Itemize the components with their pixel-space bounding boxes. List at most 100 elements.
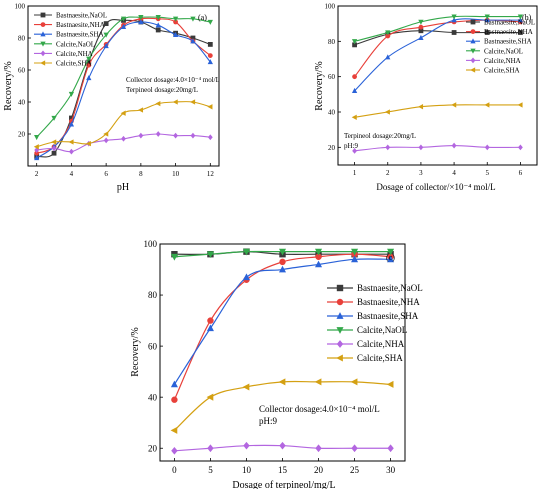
panel-c-series-2-point <box>242 273 250 281</box>
panel-a-series-3-point <box>86 56 92 62</box>
panel-a-legend-marker-1 <box>40 22 46 27</box>
panel-b: 1 2 3 4 5 6 20 40 60 80 100 (b) Dosage of collecto… <box>314 2 538 192</box>
panel-c-series-5-point <box>206 393 214 401</box>
panel-c-series <box>170 248 395 455</box>
panel-a-xlabel: pH <box>117 182 129 193</box>
panel-b-series-5-point <box>451 102 457 108</box>
panel-c-legend-label-1: Bastnaesite,NHA <box>357 297 420 307</box>
panel-a-series-4-point <box>51 145 57 152</box>
panel-b-series-2-point <box>385 54 391 60</box>
panel-b-series-4-point <box>518 144 523 151</box>
panel-a-annotation-line-2: Terpineol dosage:20mg/L <box>126 86 198 94</box>
panel-b-x-tick-label: 6 <box>519 169 523 177</box>
panel-b-legend-label-5: Calcite,SHA <box>484 66 520 74</box>
panel-b-y-tick-label: 60 <box>328 73 336 81</box>
panel-b-legend-marker-2 <box>470 38 476 44</box>
panel-b-series-3-point <box>385 30 391 36</box>
panel-c-legend: Bastnaesite,NaOL Bastnaesite,NHA Bastnaesi… <box>327 283 423 363</box>
panel-a-annotation-line-1: Collector dosage:4.0×10⁻⁴ mol/L <box>126 76 220 84</box>
panel-a-series-3-point <box>155 15 161 21</box>
panel-b-series-5-point <box>418 104 424 110</box>
panel-c-series-1-point <box>315 253 322 260</box>
panel-c-series-4-point <box>387 444 394 453</box>
panel-b-legend: Bastnaesite,NaOL Bastnaesite,NHA Bastnaesi… <box>466 18 535 74</box>
panel-a-series-4-point <box>69 148 74 155</box>
panel-a-series-1-point <box>207 53 213 58</box>
panel-a-y-tick-label: 80 <box>18 34 26 42</box>
panel-c-series-2-point <box>278 265 287 273</box>
panel-b-series-4-point <box>385 144 391 151</box>
panel-c-ylabel: Recovery/% <box>130 327 141 376</box>
panel-c-legend-marker-5 <box>336 354 343 362</box>
panel-c-annotation-line-1: Collector dosage:4.0×10⁻⁴ mol/L <box>259 404 380 414</box>
panel-b-series-1-point <box>418 24 424 30</box>
panel-c-legend-label-2: Bastnaesite,SHA <box>357 311 419 321</box>
panel-a-series-4-point <box>155 131 161 137</box>
panel-c-series-2-point <box>170 380 178 388</box>
panel-c-series-1-point <box>279 258 286 266</box>
panel-b-legend-label-3: Calcite,NaOL <box>484 47 523 55</box>
panel-c-series-5-point <box>278 378 286 386</box>
panel-a-series-4-point <box>121 135 126 142</box>
panel-b-series-4-point <box>484 144 490 151</box>
panel-b-y-tick-label: 100 <box>325 2 336 10</box>
panel-a-legend: Bastnaesite,NaOL Bastnaesite,NHA Bastnaesi… <box>34 11 107 67</box>
panel-b-series-line-4 <box>354 145 521 152</box>
panel-c-series-4-point <box>171 446 178 455</box>
panel-b-plot-frame <box>337 5 538 166</box>
panel-c: 0 5 10 15 20 25 30 20 40 60 80 100 (c) Dosage of te… <box>130 239 423 489</box>
panel-a-legend-marker-2 <box>40 31 46 37</box>
panel-c-series-3-point <box>242 248 250 256</box>
panel-b-series-0-point <box>518 30 523 35</box>
panel-b-x-tick-label: 5 <box>486 169 490 177</box>
panel-a-legend-label-5: Calcite,SHA <box>56 59 92 67</box>
panel-b-series-1-point <box>385 33 391 39</box>
panel-b-series-0-point <box>451 30 457 35</box>
panel-c-legend-marker-0 <box>336 284 344 292</box>
panel-b-series-0-point <box>352 42 357 48</box>
panel-a-series-5-point <box>85 140 91 147</box>
panel-b-legend-label-4: Calcite,NHA <box>484 57 521 65</box>
panel-a-series-5-point <box>103 131 109 137</box>
panel-a-axes: 2 4 6 8 10 12 20 40 60 80 100 <box>15 2 215 178</box>
panel-c-legend-marker-4 <box>336 340 344 348</box>
panel-c-series-4-point <box>351 444 358 453</box>
panel-a-series-5-point <box>120 110 126 116</box>
panel-b-legend-label-1: Bastnaesite,NHA <box>484 28 533 36</box>
panel-c-series-3-point <box>351 248 359 256</box>
panel-a-x-tick-label: 12 <box>207 170 215 178</box>
panel-a-series-3-point <box>138 15 144 21</box>
panel-c-series-3-point <box>170 253 178 261</box>
panel-c-x-tick-label: 5 <box>208 465 213 475</box>
panel-b-series-4-point <box>418 144 424 151</box>
panel-c-legend-label-5: Calcite,SHA <box>357 353 403 363</box>
panel-a-series-0-point <box>86 59 92 65</box>
panel-a-legend-label-0: Bastnaesite,NaOL <box>56 11 107 19</box>
panel-b-legend-marker-5 <box>470 67 476 73</box>
panel-b-series-2-point <box>451 17 457 23</box>
panel-c-series-3-point <box>206 251 214 259</box>
panel-a-series-5-point <box>137 107 144 113</box>
panel-b-series-3-point <box>418 19 424 25</box>
panel-b-series-5-point <box>484 102 490 108</box>
panel-c-legend-marker-2 <box>336 312 344 319</box>
panel-c-y-tick-label: 100 <box>144 239 158 249</box>
panel-c-series-4-point <box>207 444 214 453</box>
panel-b-legend-marker-4 <box>470 57 476 64</box>
panel-c-annotation-line-2: pH:9 <box>259 416 278 426</box>
panel-c-legend-label-4: Calcite,NHA <box>357 339 405 349</box>
panel-a-series-5-point <box>155 100 161 107</box>
panel-a-series-0-point <box>155 27 161 33</box>
panel-b-series-line-3 <box>354 15 521 42</box>
panel-b-series-2-point <box>351 87 358 93</box>
panel-c-series-5-point <box>386 380 394 388</box>
panel-b-series-3-point <box>451 14 457 20</box>
panel-a-series-3-point <box>190 16 196 22</box>
panel-c-series-5-point <box>242 383 250 391</box>
panel-c-series-1-point <box>207 317 214 324</box>
panel-c-series-3-point <box>315 248 323 256</box>
panel-a-series-5-point <box>190 99 196 105</box>
panel-c-legend-marker-3 <box>336 327 344 334</box>
panel-a: 2 4 6 8 10 12 20 40 60 80 100 (a) pH Recovery/% Co… <box>3 2 220 193</box>
panel-b-axes: 1 2 3 4 5 6 20 40 60 80 100 <box>325 2 523 177</box>
